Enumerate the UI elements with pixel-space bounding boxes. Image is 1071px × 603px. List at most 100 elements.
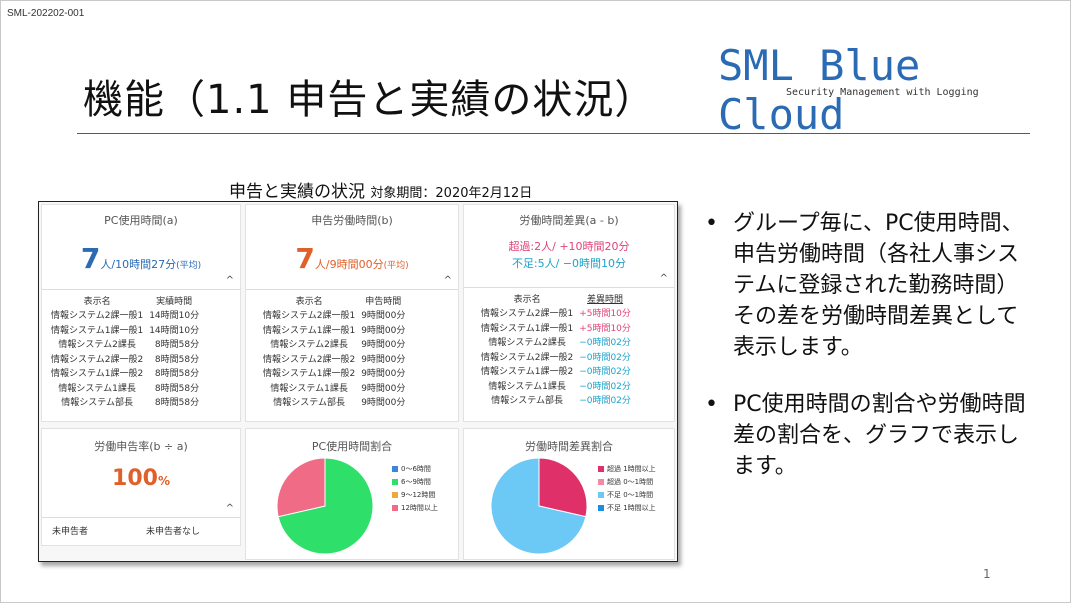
row-name: 情報システム部長 bbox=[273, 398, 345, 409]
row-name: 情報システム1課長 bbox=[58, 383, 136, 394]
declared-time-panel: 申告労働時間(b) 7人/9時間00分(平均) ^ 表示名 申告時間 情報システ… bbox=[245, 204, 459, 422]
legend-swatch bbox=[598, 505, 604, 511]
diff-over: 超過:2人/ +10時間20分 bbox=[508, 240, 630, 253]
table-row: 情報システム1課一般2 −0時間02分 bbox=[478, 364, 634, 379]
row-name: 情報システム1課長 bbox=[270, 383, 348, 394]
dashboard-period: 対象期間：2020年2月12日 bbox=[370, 186, 533, 201]
legend-label: 6〜9時間 bbox=[401, 478, 431, 486]
collapse-caret-icon[interactable]: ^ bbox=[225, 275, 234, 286]
logo-subtitle: Security Management with Logging bbox=[786, 87, 979, 98]
table-row: 情報システム2課一般2 −0時間02分 bbox=[478, 349, 634, 364]
legend-item: 0〜6時間 bbox=[392, 463, 438, 476]
table-row: 情報システム2課一般1 14時間10分 bbox=[48, 308, 202, 323]
table-row: 情報システム1課長 −0時間02分 bbox=[478, 378, 634, 393]
page-number: 1 bbox=[983, 567, 991, 581]
panel-divider bbox=[246, 289, 458, 290]
legend-label: 12時間以上 bbox=[401, 504, 438, 512]
pc-time-detail: 人/10時間27分 bbox=[100, 258, 177, 271]
unreported-value: 未申告者なし bbox=[146, 527, 201, 537]
panel-divider bbox=[464, 287, 674, 288]
legend-item: 超過 0〜1時間 bbox=[598, 476, 656, 489]
col-header-name: 表示名 bbox=[295, 296, 323, 307]
row-name: 情報システム1課長 bbox=[488, 381, 566, 392]
row-value: 8時間58分 bbox=[154, 383, 200, 394]
diff-ratio-legend: 超過 1時間以上 超過 0〜1時間 不足 0〜1時間 不足 1時間以上 bbox=[598, 463, 656, 515]
diff-time-header: 労働時間差異(a - b) bbox=[519, 214, 619, 227]
table-row: 情報システム部長 9時間00分 bbox=[260, 395, 408, 410]
table-row: 情報システム1課一般1 9時間00分 bbox=[260, 322, 408, 337]
pie-slice-2 bbox=[277, 457, 374, 555]
row-name: 情報システム2課長 bbox=[270, 340, 348, 351]
diff-short: 不足:5人/ −0時間10分 bbox=[511, 257, 627, 270]
row-value: 8時間58分 bbox=[154, 340, 200, 351]
table-row: 情報システム2課一般2 9時間00分 bbox=[260, 351, 408, 366]
row-name: 情報システム1課一般1 bbox=[263, 325, 356, 336]
col-header-value: 差異時間 bbox=[587, 294, 624, 305]
diff-ratio-panel: 労働時間差異割合 超過 1時間以上 超過 0〜1時間 不足 0〜1時間 不足 1時間以… bbox=[463, 428, 675, 560]
pc-time-header: PC使用時間(a) bbox=[104, 214, 178, 227]
declared-time-summary: 7人/9時間00分(平均) bbox=[246, 242, 458, 275]
row-value: 9時間00分 bbox=[361, 354, 406, 365]
legend-label: 9〜12時間 bbox=[401, 491, 436, 499]
row-value: 8時間58分 bbox=[154, 369, 200, 380]
table-row: 情報システム1課一般2 9時間00分 bbox=[260, 366, 408, 381]
declared-time-table: 表示名 申告時間 情報システム2課一般1 9時間00分 情報システム1課一般1 9時間… bbox=[260, 293, 408, 409]
row-value: 9時間00分 bbox=[361, 325, 406, 336]
diff-time-table: 表示名 差異時間 情報システム2課一般1 +5時間10分 情報システム1課一般1 +5… bbox=[478, 291, 634, 407]
legend-swatch bbox=[392, 505, 398, 511]
diff-ratio-header: 労働時間差異割合 bbox=[525, 440, 613, 453]
table-row: 情報システム1課一般2 8時間58分 bbox=[48, 366, 202, 381]
logo-title: SML Blue Cloud bbox=[718, 41, 921, 139]
table-row: 情報システム1課長 9時間00分 bbox=[260, 380, 408, 395]
collapse-caret-icon[interactable]: ^ bbox=[659, 273, 668, 284]
pc-time-count: 7 bbox=[80, 242, 101, 275]
pie-slice-3 bbox=[490, 457, 587, 555]
unreported-label: 未申告者 bbox=[52, 527, 89, 537]
pc-time-table: 表示名 実績時間 情報システム2課一般1 14時間10分 情報システム1課一般1 14… bbox=[48, 293, 202, 409]
declared-time-header: 申告労働時間(b) bbox=[311, 214, 393, 227]
row-value: −0時間02分 bbox=[579, 381, 631, 392]
diff-ratio-pie-chart bbox=[490, 457, 588, 555]
row-name: 情報システム2課一般1 bbox=[263, 311, 356, 322]
legend-swatch bbox=[598, 479, 604, 485]
pc-ratio-panel: PC使用時間割合 0〜6時間 6〜9時間 9〜12時間 12時間以上 bbox=[245, 428, 459, 560]
row-value: 9時間00分 bbox=[361, 383, 406, 394]
collapse-caret-icon[interactable]: ^ bbox=[443, 275, 452, 286]
table-row: 情報システム1課長 8時間58分 bbox=[48, 380, 202, 395]
table-row: 情報システム2課一般2 8時間58分 bbox=[48, 351, 202, 366]
legend-label: 不足 1時間以上 bbox=[607, 504, 656, 512]
row-value: −0時間02分 bbox=[579, 352, 631, 363]
col-header-value: 申告時間 bbox=[365, 296, 402, 307]
row-name: 情報システム1課一般1 bbox=[481, 323, 574, 334]
pc-time-avg: (平均) bbox=[176, 261, 202, 271]
title-divider bbox=[77, 133, 1030, 134]
table-row: 情報システム2課長 9時間00分 bbox=[260, 337, 408, 352]
legend-swatch bbox=[598, 492, 604, 498]
dashboard-title: 申告と実績の状況 対象期間：2020年2月12日 bbox=[229, 177, 532, 202]
legend-item: 9〜12時間 bbox=[392, 489, 438, 502]
table-row: 情報システム1課一般1 14時間10分 bbox=[48, 322, 202, 337]
table-row: 情報システム2課長 8時間58分 bbox=[48, 337, 202, 352]
row-value: 9時間00分 bbox=[361, 369, 406, 380]
pc-ratio-pie-chart bbox=[276, 457, 374, 555]
declared-time-avg: (平均) bbox=[383, 261, 409, 271]
col-header-name: 表示名 bbox=[513, 294, 541, 305]
row-value: 9時間00分 bbox=[361, 398, 406, 409]
row-value: 8時間58分 bbox=[154, 354, 200, 365]
document-id: SML-202202-001 bbox=[7, 8, 85, 19]
row-name: 情報システム2課長 bbox=[488, 338, 566, 349]
legend-item: 6〜9時間 bbox=[392, 476, 438, 489]
collapse-caret-icon[interactable]: ^ bbox=[225, 503, 234, 514]
diff-time-summary: 超過:2人/ +10時間20分 不足:5人/ −0時間10分 bbox=[464, 238, 674, 272]
legend-label: 超過 1時間以上 bbox=[607, 465, 656, 473]
legend-label: 0〜6時間 bbox=[401, 465, 431, 473]
legend-item: 超過 1時間以上 bbox=[598, 463, 656, 476]
row-value: 9時間00分 bbox=[361, 311, 406, 322]
legend-item: 12時間以上 bbox=[392, 502, 438, 515]
diff-time-panel: 労働時間差異(a - b) 超過:2人/ +10時間20分 不足:5人/ −0時… bbox=[463, 204, 675, 422]
row-value: +5時間10分 bbox=[579, 309, 631, 320]
bullet-item-1: グループ毎に、PC使用時間、申告労働時間（各社人事システムに登録された勤務時間）… bbox=[701, 208, 1036, 363]
pie-slice-4 bbox=[276, 457, 326, 518]
slide-title: 機能（1.1 申告と実績の状況） bbox=[83, 77, 656, 123]
